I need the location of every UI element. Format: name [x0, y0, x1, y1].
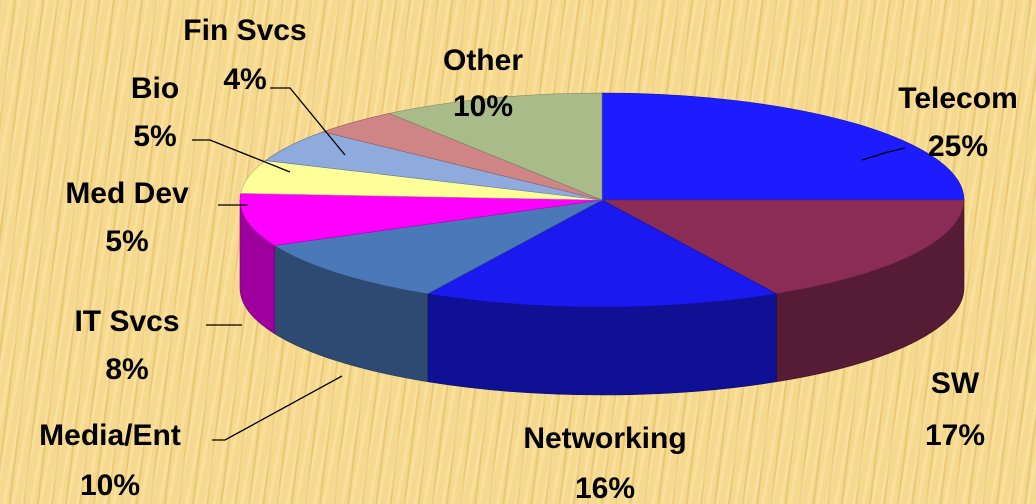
slice	[273, 199, 603, 295]
slice-value-label: 25%	[928, 130, 988, 163]
slice	[239, 192, 603, 246]
slice-label: Fin Svcs	[183, 14, 306, 47]
slice-value-label: 17%	[925, 419, 985, 452]
slice-label: Med Dev	[65, 177, 189, 210]
slice-value-label: 5%	[105, 225, 148, 258]
slice-value-label: 4%	[223, 63, 266, 96]
slice-value-label: 10%	[453, 90, 513, 123]
slice-label: Telecom	[898, 82, 1018, 115]
slice-side	[427, 293, 777, 396]
slice-value-label: 8%	[105, 353, 148, 386]
slice-value-label: 10%	[80, 469, 140, 502]
slice	[601, 92, 965, 201]
slice-label: Networking	[523, 422, 686, 455]
slice-value-label: 5%	[133, 120, 176, 153]
leader-line	[192, 139, 291, 173]
leader-lines	[192, 87, 906, 441]
slice-value-label: 16%	[575, 472, 635, 504]
slice-label: Media/Ent	[39, 419, 181, 452]
slice-label: Bio	[131, 72, 179, 105]
slice	[426, 199, 778, 308]
leader-line	[861, 147, 906, 161]
pie	[239, 92, 965, 396]
leader-line	[270, 87, 346, 156]
slice-label: Other	[443, 44, 523, 77]
labels: Telecom 25% SW 17% Networking 16% Media/Ent 10%…	[39, 14, 1018, 504]
slice-label: SW	[931, 367, 980, 400]
slice	[601, 199, 965, 295]
leader-line	[212, 375, 343, 441]
slice-label: IT Svcs	[74, 305, 179, 338]
slice	[388, 92, 603, 201]
